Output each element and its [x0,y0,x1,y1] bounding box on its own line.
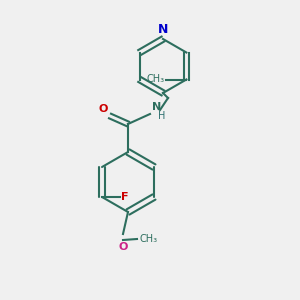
Text: O: O [118,242,128,252]
Text: O: O [99,104,108,114]
Text: CH₃: CH₃ [139,234,157,244]
Text: CH₃: CH₃ [146,74,164,85]
Text: N: N [152,102,161,112]
Text: H: H [158,111,165,121]
Text: N: N [158,23,168,36]
Text: F: F [121,192,128,202]
